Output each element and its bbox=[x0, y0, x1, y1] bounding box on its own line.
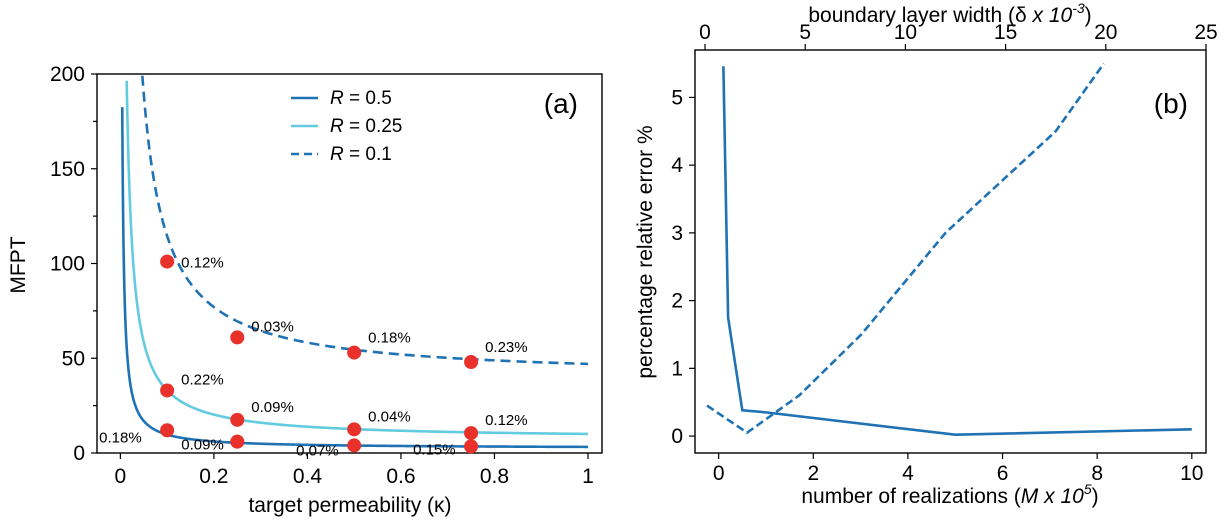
y-tick-label: 50 bbox=[62, 347, 85, 370]
y-tick-label: 0 bbox=[73, 442, 85, 465]
panel-b-x-ticks: 0 2 4 6 8 10 bbox=[713, 453, 1203, 485]
panel-b-x-axis-title-prefix: number of realizations ( bbox=[801, 485, 1020, 508]
panel-a-y-ticks: 0 50 100 150 200 bbox=[50, 63, 97, 465]
marker-label: 0.04% bbox=[368, 408, 411, 425]
top-x-tick-label: 5 bbox=[799, 21, 811, 44]
panel-b-plot-frame bbox=[694, 49, 1207, 454]
data-marker bbox=[230, 412, 245, 427]
data-marker bbox=[160, 254, 175, 269]
panel-a-markers: 0.12% 0.03% 0.18% 0.23% 0.22% 0.09% 0.04% 0.12%… bbox=[99, 254, 528, 459]
panel-b-top-x-axis-title-var: x 10 bbox=[1031, 4, 1072, 27]
y-tick-label: 100 bbox=[50, 253, 85, 276]
panel-b-y-axis-title: percentage relative error % bbox=[634, 125, 657, 378]
panel-b-x-axis-title-var: M x 10 bbox=[1021, 485, 1084, 508]
data-marker bbox=[230, 330, 245, 345]
data-marker bbox=[464, 439, 479, 454]
y-tick-label: 5 bbox=[671, 86, 683, 109]
panel-a-x-ticks: 0 0.2 0.4 0.6 0.8 1 bbox=[115, 453, 594, 488]
panel-b-tag: (b) bbox=[1154, 88, 1188, 119]
top-x-tick-label: 10 bbox=[894, 21, 917, 44]
x-tick-label: 4 bbox=[902, 462, 914, 485]
marker-label: 0.12% bbox=[181, 255, 224, 272]
x-tick-label: 2 bbox=[807, 462, 819, 485]
panel-b-chart: 0 2 4 6 8 10 0 5 10 15 20 25 0 1 2 3 4 5 (b) number of … bbox=[634, 0, 1218, 508]
marker-label: 0.18% bbox=[368, 330, 411, 347]
data-marker bbox=[347, 438, 362, 453]
y-tick-label: 1 bbox=[671, 357, 683, 380]
x-tick-label: 10 bbox=[1180, 462, 1203, 485]
panel-b-series-lines bbox=[706, 62, 1192, 437]
panel-a-y-axis-title: MFPT bbox=[7, 236, 30, 293]
realizations-series-line bbox=[722, 66, 1192, 437]
x-tick-label: 0.6 bbox=[386, 465, 415, 488]
x-tick-label: 0 bbox=[713, 462, 725, 485]
panel-a-chart: 0.12% 0.03% 0.18% 0.23% 0.22% 0.09% 0.04% 0.12%… bbox=[7, 63, 603, 517]
top-x-tick-label: 15 bbox=[994, 21, 1017, 44]
x-tick-label: 0 bbox=[115, 465, 127, 488]
top-x-tick-label: 20 bbox=[1094, 21, 1117, 44]
y-tick-label: 150 bbox=[50, 158, 85, 181]
x-tick-label: 0.4 bbox=[293, 465, 323, 488]
panel-b-x-axis-title-sup: 5 bbox=[1084, 481, 1092, 497]
marker-label: 0.23% bbox=[485, 339, 528, 356]
panel-a-x-axis-title: target permeability (κ) bbox=[248, 494, 451, 517]
data-marker bbox=[464, 426, 479, 441]
panel-b-x-axis-title-suffix: ) bbox=[1092, 485, 1099, 508]
top-x-tick-label: 25 bbox=[1194, 21, 1217, 44]
panel-a-tag: (a) bbox=[544, 88, 578, 119]
data-marker bbox=[160, 423, 175, 438]
panel-b-top-x-axis-title-prefix: boundary layer width (δ bbox=[808, 4, 1032, 27]
legend-label: R = 0.25 bbox=[330, 116, 402, 137]
boundary-width-series-line bbox=[706, 62, 1105, 435]
data-marker bbox=[160, 383, 175, 398]
legend-label-var: R bbox=[330, 144, 344, 165]
legend-label-var: R bbox=[330, 116, 344, 137]
panel-b-top-x-ticks: 0 5 10 15 20 25 bbox=[699, 21, 1218, 50]
y-tick-label: 200 bbox=[50, 63, 85, 86]
legend-label-value: = 0.5 bbox=[344, 88, 392, 109]
marker-label: 0.09% bbox=[251, 399, 294, 416]
data-marker bbox=[347, 345, 362, 360]
panel-b-top-x-axis-title-suffix: ) bbox=[1085, 4, 1092, 27]
x-tick-label: 8 bbox=[1091, 462, 1103, 485]
legend-label-value: = 0.25 bbox=[344, 116, 403, 137]
data-marker bbox=[464, 355, 479, 370]
y-tick-label: 0 bbox=[671, 425, 683, 448]
marker-label: 0.15% bbox=[413, 441, 456, 458]
marker-label: 0.12% bbox=[485, 412, 528, 429]
legend-label-value: = 0.1 bbox=[344, 144, 392, 165]
data-marker bbox=[230, 434, 245, 449]
top-x-tick-label: 0 bbox=[699, 21, 711, 44]
x-tick-label: 6 bbox=[997, 462, 1009, 485]
marker-label: 0.07% bbox=[296, 442, 339, 459]
panel-b-y-ticks: 0 1 2 3 4 5 bbox=[671, 86, 695, 448]
series-line-3 bbox=[141, 75, 589, 366]
y-tick-label: 4 bbox=[671, 154, 683, 177]
legend-label: R = 0.5 bbox=[330, 88, 392, 109]
panel-a-legend: R = 0.5R = 0.25R = 0.1 bbox=[291, 88, 402, 165]
marker-label: 0.18% bbox=[99, 429, 142, 446]
legend-label-var: R bbox=[330, 88, 344, 109]
marker-label: 0.09% bbox=[181, 437, 224, 454]
panel-b-top-x-axis-title-sup: -3 bbox=[1072, 0, 1085, 16]
y-tick-label: 3 bbox=[671, 222, 683, 245]
marker-label: 0.22% bbox=[181, 371, 224, 388]
y-tick-label: 2 bbox=[671, 290, 683, 313]
marker-label: 0.03% bbox=[251, 318, 294, 335]
panel-b-top-x-axis-title: boundary layer width (δ x 10-3) bbox=[808, 0, 1091, 27]
data-marker bbox=[347, 422, 362, 437]
legend-label: R = 0.1 bbox=[330, 144, 392, 165]
x-tick-label: 0.2 bbox=[199, 465, 228, 488]
x-tick-label: 1 bbox=[582, 465, 594, 488]
panel-b-x-axis-title: number of realizations (M x 105) bbox=[801, 481, 1098, 508]
x-tick-label: 0.8 bbox=[480, 465, 509, 488]
